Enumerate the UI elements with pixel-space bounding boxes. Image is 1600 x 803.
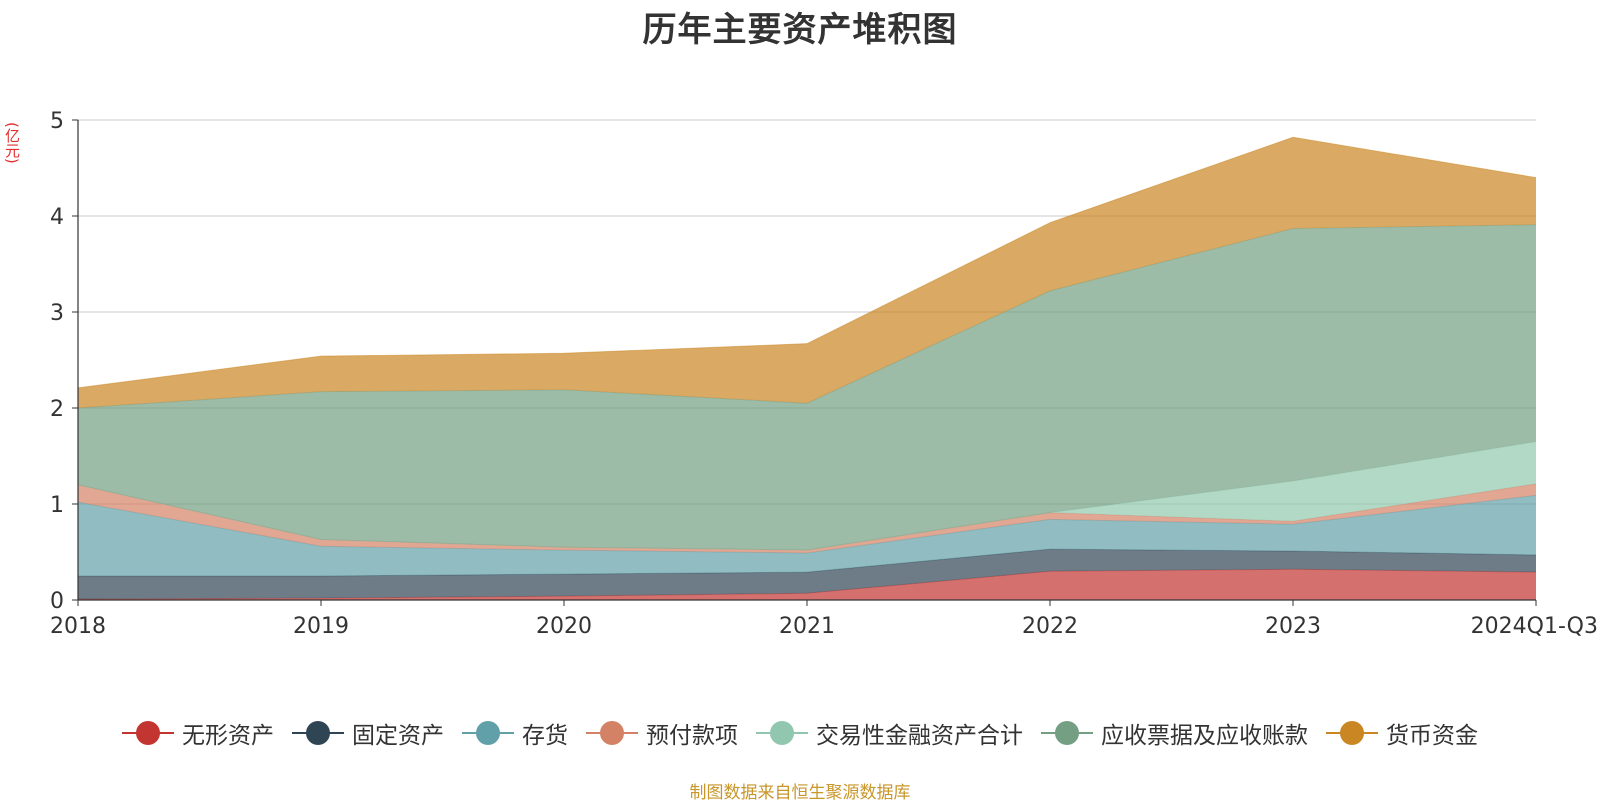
legend-marker-icon	[586, 721, 638, 745]
legend-item[interactable]: 无形资产	[122, 716, 274, 750]
legend-item[interactable]: 应收票据及应收账款	[1041, 716, 1308, 750]
y-tick-label: 3	[50, 301, 64, 326]
legend-label: 固定资产	[352, 723, 444, 749]
legend-marker-icon	[1041, 721, 1093, 745]
legend-item[interactable]: 预付款项	[586, 716, 738, 750]
legend-label: 存货	[522, 723, 568, 749]
legend-label: 货币资金	[1386, 723, 1478, 749]
series-line-6	[77, 136, 1537, 389]
series-area-1[interactable]	[78, 549, 1536, 600]
legend-marker-icon	[122, 721, 174, 745]
legend-label: 预付款项	[646, 723, 738, 749]
y-axis-unit-label: (亿元)	[3, 122, 21, 164]
x-tick-label: 2020	[536, 614, 592, 639]
y-tick-label: 2	[50, 397, 64, 422]
y-tick-label: 1	[50, 493, 64, 518]
x-tick-label: 2024Q1-Q3	[1471, 614, 1598, 639]
source-note: 制图数据来自恒生聚源数据库	[689, 783, 911, 803]
chart-title: 历年主要资产堆积图	[642, 10, 958, 50]
series-area-6[interactable]	[78, 137, 1536, 408]
legend-item[interactable]: 交易性金融资产合计	[756, 716, 1023, 750]
legend: 无形资产 固定资产 存货 预付款项 交易性金融资产合计 应收票据及应收账款 货币资金	[0, 716, 1600, 750]
legend-marker-icon	[1326, 721, 1378, 745]
series-area-5[interactable]	[78, 224, 1536, 551]
legend-marker-icon	[462, 721, 514, 745]
area-series	[77, 136, 1537, 600]
axes: 0 1 2 3 4 5 2018 2019 2020 2021 2022 2023 2024Q1-Q3	[50, 109, 1598, 639]
y-tick-label: 4	[50, 205, 64, 230]
legend-item[interactable]: 固定资产	[292, 716, 444, 750]
y-tick-label: 0	[50, 589, 64, 614]
y-tick-label: 5	[50, 109, 64, 134]
legend-label: 交易性金融资产合计	[816, 723, 1023, 749]
legend-item[interactable]: 存货	[462, 716, 568, 750]
series-area-2[interactable]	[78, 495, 1536, 576]
legend-marker-icon	[292, 721, 344, 745]
legend-label: 应收票据及应收账款	[1101, 723, 1308, 749]
x-tick-label: 2023	[1265, 614, 1321, 639]
x-tick-label: 2022	[1022, 614, 1078, 639]
series-area-4[interactable]	[78, 441, 1536, 551]
series-area-0[interactable]	[78, 569, 1536, 600]
x-tick-label: 2021	[779, 614, 835, 639]
legend-item[interactable]: 货币资金	[1326, 716, 1478, 750]
legend-label: 无形资产	[182, 723, 274, 749]
x-tick-label: 2018	[50, 614, 106, 639]
x-tick-label: 2019	[293, 614, 349, 639]
legend-marker-icon	[756, 721, 808, 745]
